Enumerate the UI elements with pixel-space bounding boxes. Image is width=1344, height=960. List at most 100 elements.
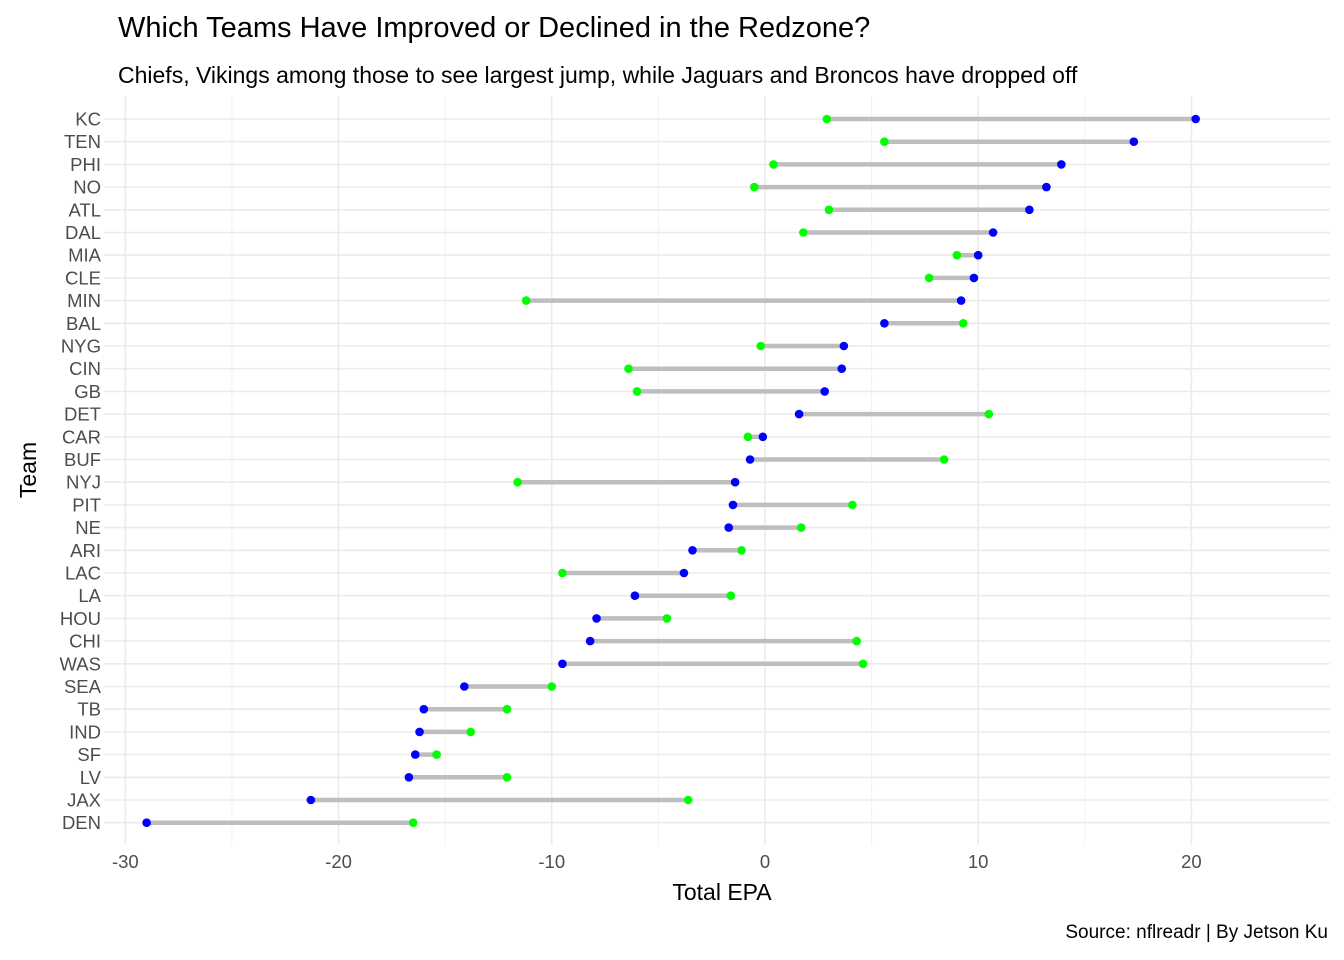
point-green-cin xyxy=(624,364,633,374)
point-blue-det xyxy=(794,409,804,419)
point-blue-car xyxy=(758,432,768,442)
point-blue-buf xyxy=(745,455,755,464)
point-blue-sf xyxy=(410,750,420,759)
x-tick-label: -20 xyxy=(325,851,352,872)
point-green-jax xyxy=(683,795,693,805)
point-blue-ten xyxy=(1129,137,1139,146)
y-axis-title: Team xyxy=(15,442,41,498)
y-tick-label-lac: LAC xyxy=(65,563,101,584)
point-green-pit xyxy=(848,500,857,510)
y-tick-label-buf: BUF xyxy=(64,449,101,470)
point-green-min xyxy=(521,296,531,305)
point-blue-la xyxy=(630,591,640,600)
point-blue-bal xyxy=(880,319,889,328)
y-tick-label-hou: HOU xyxy=(60,608,101,629)
point-blue-jax xyxy=(306,795,316,805)
y-tick-label-min: MIN xyxy=(67,290,101,311)
point-green-ne xyxy=(796,523,806,532)
y-tick-label-gb: GB xyxy=(74,381,101,402)
y-tick-label-was: WAS xyxy=(60,653,101,674)
point-green-was xyxy=(858,659,868,669)
point-green-det xyxy=(984,409,994,419)
y-tick-label-sea: SEA xyxy=(64,676,102,697)
point-green-ari xyxy=(737,546,746,555)
y-tick-label-no: NO xyxy=(73,177,101,198)
point-blue-gb xyxy=(820,387,829,396)
point-green-no xyxy=(750,182,759,192)
y-tick-label-chi: CHI xyxy=(69,631,101,652)
chart-subtitle: Chiefs, Vikings among those to see large… xyxy=(118,62,1078,88)
x-tick-label: -10 xyxy=(538,851,565,872)
point-blue-dal xyxy=(988,228,998,237)
point-blue-was xyxy=(558,659,567,669)
x-axis-title: Total EPA xyxy=(672,879,772,905)
x-tick-label: 20 xyxy=(1181,851,1202,872)
point-green-nyj xyxy=(513,477,522,487)
point-blue-ind xyxy=(415,727,424,737)
y-tick-label-sf: SF xyxy=(77,744,101,765)
y-tick-label-cle: CLE xyxy=(65,267,101,288)
y-tick-label-ne: NE xyxy=(75,517,101,538)
point-blue-min xyxy=(956,296,966,305)
point-blue-chi xyxy=(585,636,595,646)
point-blue-ari xyxy=(688,546,697,555)
point-blue-kc xyxy=(1191,114,1200,124)
point-layer xyxy=(142,114,1200,827)
point-blue-atl xyxy=(1025,205,1034,215)
chart-title: Which Teams Have Improved or Declined in… xyxy=(118,12,871,44)
y-tick-label-la: LA xyxy=(78,585,101,606)
point-green-la xyxy=(726,591,736,600)
point-blue-lv xyxy=(404,773,414,782)
x-tick-label: 0 xyxy=(760,851,770,872)
y-tick-label-lv: LV xyxy=(80,767,102,788)
x-tick-label: 10 xyxy=(968,851,989,872)
y-tick-label-ari: ARI xyxy=(70,540,101,561)
y-tick-label-den: DEN xyxy=(62,812,101,833)
y-tick-label-bal: BAL xyxy=(66,313,101,334)
point-blue-sea xyxy=(460,682,469,691)
point-green-cle xyxy=(924,273,934,283)
point-green-lv xyxy=(502,773,512,782)
y-tick-label-tb: TB xyxy=(77,699,101,720)
point-green-gb xyxy=(632,387,642,396)
y-tick-label-kc: KC xyxy=(75,109,101,130)
point-green-hou xyxy=(662,614,672,623)
point-green-atl xyxy=(824,205,834,215)
point-green-sf xyxy=(432,750,441,759)
point-blue-tb xyxy=(419,704,429,714)
grid-layer xyxy=(104,96,1330,845)
point-blue-hou xyxy=(592,614,601,623)
point-blue-pit xyxy=(728,500,738,510)
y-tick-label-cin: CIN xyxy=(69,358,101,379)
y-tick-label-jax: JAX xyxy=(67,790,101,811)
point-green-chi xyxy=(852,636,861,646)
point-blue-lac xyxy=(679,568,689,578)
y-tick-label-atl: ATL xyxy=(68,199,101,220)
point-green-mia xyxy=(952,250,962,260)
point-blue-den xyxy=(142,818,151,827)
x-tick-labels: -30 -20 -10 0 10 20 xyxy=(112,851,1202,872)
y-tick-label-pit: PIT xyxy=(72,494,101,515)
point-green-kc xyxy=(822,114,832,124)
point-blue-no xyxy=(1042,182,1051,192)
point-blue-nyg xyxy=(839,341,849,351)
point-green-buf xyxy=(939,455,949,464)
y-tick-label-nyg: NYG xyxy=(61,336,101,357)
point-blue-phi xyxy=(1057,160,1066,169)
point-blue-ne xyxy=(724,523,734,532)
point-blue-cle xyxy=(969,273,979,283)
segment-layer xyxy=(146,116,1196,825)
y-tick-label-ind: IND xyxy=(69,721,101,742)
y-tick-label-phi: PHI xyxy=(70,154,101,175)
x-tick-label: -30 xyxy=(112,851,139,872)
y-tick-label-car: CAR xyxy=(62,426,101,447)
point-green-den xyxy=(408,818,418,827)
point-green-sea xyxy=(547,682,557,691)
y-tick-label-mia: MIA xyxy=(68,245,102,266)
y-tick-label-det: DET xyxy=(64,404,101,425)
point-green-phi xyxy=(769,160,778,169)
point-green-car xyxy=(743,432,753,442)
point-blue-mia xyxy=(973,250,983,260)
y-tick-label-nyj: NYJ xyxy=(66,472,101,493)
